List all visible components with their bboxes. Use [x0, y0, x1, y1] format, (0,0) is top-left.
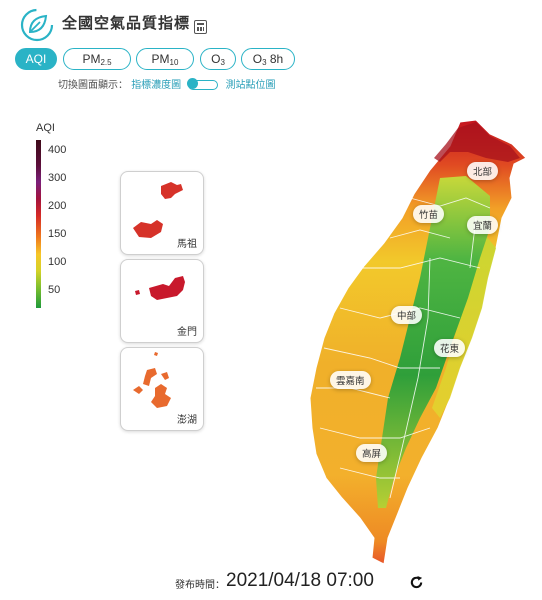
tab-aqi[interactable]: AQI [15, 48, 57, 70]
publish-time-label: 發布時間： [175, 580, 225, 591]
region-label-kaohsiung-pingtung[interactable]: 高屏 [356, 444, 388, 462]
toggle-knob[interactable] [187, 78, 199, 89]
tab-pm10[interactable]: PM10 [136, 48, 194, 70]
aqi-color-scale [36, 140, 41, 308]
tab-o3[interactable]: O3 [200, 48, 236, 70]
tab-pm25[interactable]: PM2.5 [63, 48, 131, 70]
inset-label: 馬祖 [177, 239, 197, 250]
display-switch-row: 切換圖面顯示： 指標濃度圖 測站點位圖 [58, 78, 276, 93]
calculator-icon[interactable] [194, 20, 207, 34]
leaf-circle-icon [20, 8, 54, 42]
region-label-north[interactable]: 北部 [467, 162, 499, 180]
inset-matsu[interactable]: 馬祖 [120, 171, 204, 255]
region-label-central[interactable]: 中部 [391, 306, 423, 324]
inset-label: 金門 [177, 327, 197, 338]
legend-tick: 200 [48, 200, 67, 212]
penghu-island-shape [133, 352, 171, 408]
legend-title: AQI [36, 122, 55, 134]
concentration-map-option[interactable]: 指標濃度圖 [131, 80, 182, 91]
region-label-yunlin-chiayi-tainan[interactable]: 雲嘉南 [330, 371, 371, 389]
taiwan-aqi-map[interactable] [290, 118, 530, 568]
inset-kinmen[interactable]: 金門 [120, 259, 204, 343]
legend-tick: 400 [48, 144, 67, 156]
region-label-hsinchu-miaoli[interactable]: 竹苗 [413, 205, 445, 223]
legend-tick: 50 [48, 284, 61, 296]
refresh-icon[interactable] [409, 575, 424, 590]
display-switch-label: 切換圖面顯示： [58, 80, 128, 91]
legend-tick: 150 [48, 228, 67, 240]
region-label-hualien-taitung[interactable]: 花東 [434, 339, 466, 357]
matsu-island-shape [133, 182, 183, 238]
legend-tick: 300 [48, 172, 67, 184]
legend-tick: 100 [48, 256, 67, 268]
inset-penghu[interactable]: 澎湖 [120, 347, 204, 431]
tab-o3-8h[interactable]: O3 8h [241, 48, 295, 70]
inset-label: 澎湖 [177, 415, 197, 426]
station-map-option[interactable]: 測站點位圖 [225, 80, 276, 91]
page-title: 全國空氣品質指標 [62, 14, 191, 32]
publish-time-value: 2021/04/18 07:00 [226, 570, 374, 591]
region-label-yilan[interactable]: 宜蘭 [467, 216, 499, 234]
kinmen-island-shape [135, 276, 185, 300]
map-mode-toggle[interactable] [187, 78, 219, 90]
